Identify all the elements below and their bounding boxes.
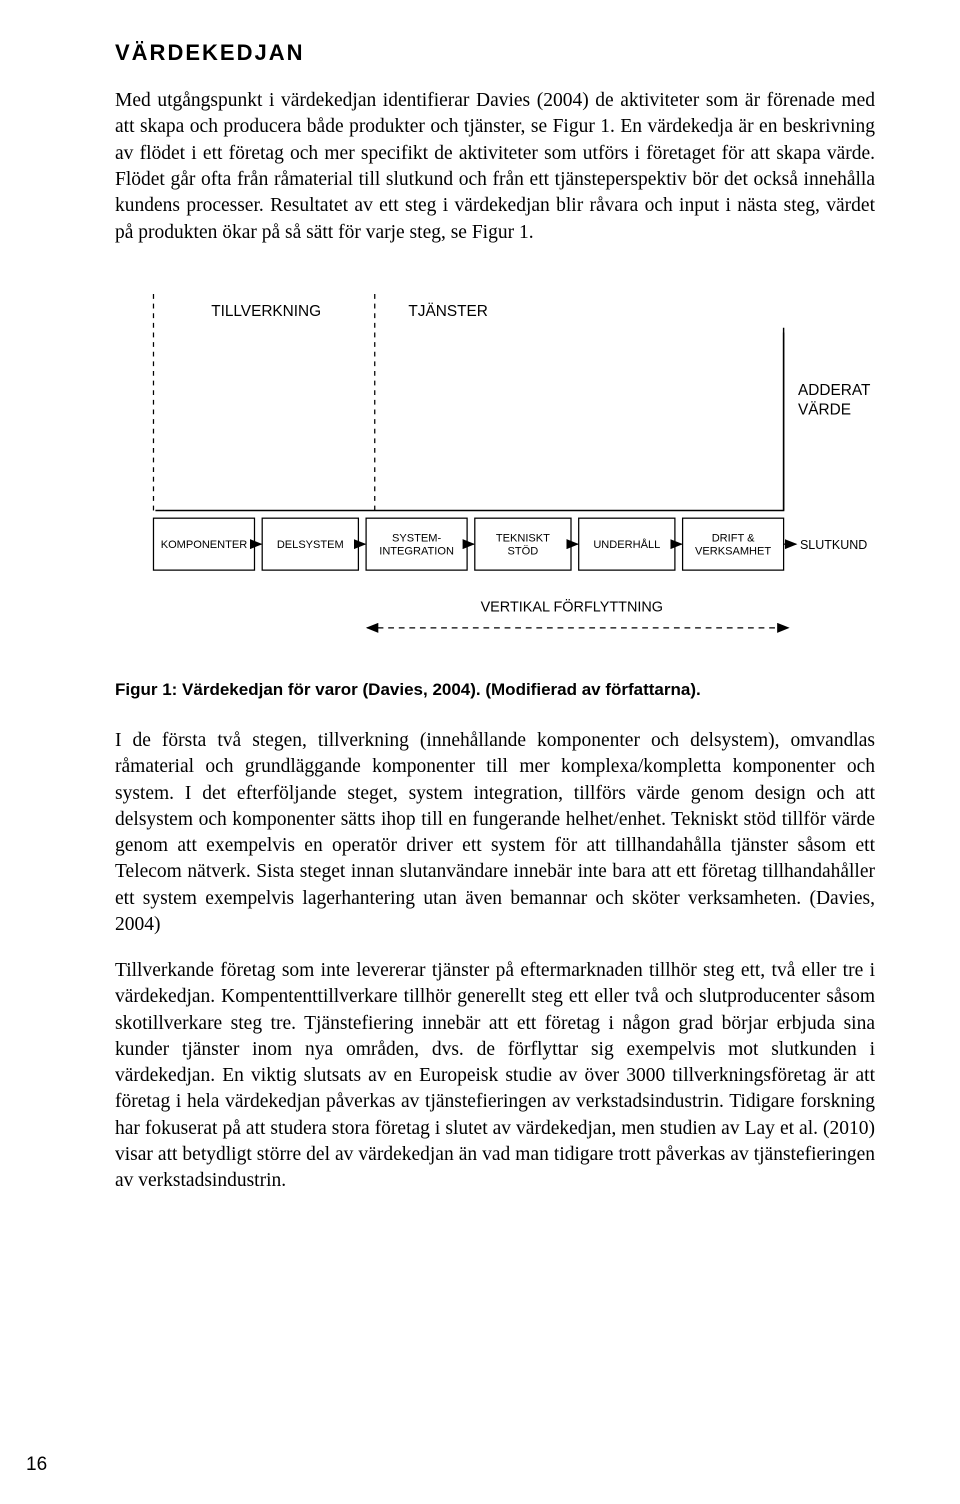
svg-text:DRIFT &: DRIFT &	[712, 533, 755, 545]
svg-text:INTEGRATION: INTEGRATION	[379, 545, 454, 557]
svg-text:TJÄNSTER: TJÄNSTER	[408, 303, 487, 320]
paragraph-1: Med utgångspunkt i värdekedjan identifie…	[115, 88, 875, 246]
svg-text:VÄRDE: VÄRDE	[798, 401, 851, 418]
svg-text:SLUTKUND: SLUTKUND	[800, 538, 867, 552]
svg-text:ADDERAT: ADDERAT	[798, 382, 871, 399]
svg-text:UNDERHÅLL: UNDERHÅLL	[593, 538, 660, 551]
svg-text:DELSYSTEM: DELSYSTEM	[277, 539, 344, 551]
svg-text:VERKSAMHET: VERKSAMHET	[695, 545, 771, 557]
figure-1: TILLVERKNING TJÄNSTER ADDERAT VÄRDE KOMPONEN…	[115, 272, 875, 672]
svg-text:VERTIKAL FÖRFLYTTNING: VERTIKAL FÖRFLYTTNING	[481, 597, 663, 615]
svg-text:TILLVERKNING: TILLVERKNING	[211, 303, 321, 320]
svg-text:STÖD: STÖD	[508, 545, 539, 557]
svg-text:TEKNISKT: TEKNISKT	[496, 533, 550, 545]
svg-text:KOMPONENTER: KOMPONENTER	[161, 539, 248, 551]
page-number: 16	[26, 1454, 47, 1476]
figure-caption: Figur 1: Värdekedjan för varor (Davies, …	[115, 680, 875, 700]
section-heading: VÄRDEKEDJAN	[115, 40, 875, 66]
paragraph-2: I de första två stegen, tillverkning (in…	[115, 728, 875, 939]
svg-text:SYSTEM-: SYSTEM-	[392, 533, 441, 545]
value-chain-diagram: TILLVERKNING TJÄNSTER ADDERAT VÄRDE KOMPONEN…	[115, 272, 875, 672]
paragraph-3: Tillverkande företag som inte levererar …	[115, 958, 875, 1195]
